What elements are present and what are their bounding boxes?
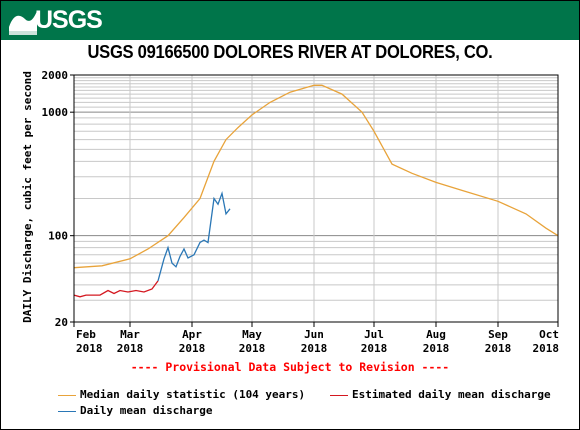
chart-series <box>73 84 559 298</box>
legend-swatch <box>330 394 348 396</box>
legend-label: Daily mean discharge <box>80 404 213 417</box>
x-tick-year: 2018 <box>423 342 450 355</box>
x-tick-year: 2018 <box>301 342 328 355</box>
legend-swatch <box>58 394 76 396</box>
y-tick-label: 1000 <box>42 106 69 119</box>
legend-entry: Estimated daily mean discharge <box>330 388 551 401</box>
x-tick-month: Feb <box>76 328 96 341</box>
chart-title: USGS 09166500 DOLORES RIVER AT DOLORES, … <box>87 42 493 62</box>
series-line-1 <box>73 280 159 298</box>
x-tick-month: Jul <box>364 328 384 341</box>
plot-area <box>73 74 559 323</box>
x-tick-month: Aug <box>426 328 446 341</box>
legend-entry: Daily mean discharge <box>58 404 212 417</box>
x-tick-year: 2018 <box>533 342 560 355</box>
x-tick-year: 2018 <box>179 342 206 355</box>
x-tick-year: 2018 <box>361 342 388 355</box>
usgs-logo-icon <box>9 11 37 35</box>
x-tick-month: Jun <box>304 328 324 341</box>
y-tick-label: 20 <box>55 316 68 329</box>
series-line-0 <box>73 84 559 269</box>
x-tick-month: Oct <box>539 328 559 341</box>
series-line-2 <box>157 191 231 282</box>
x-tick-month: Mar <box>120 328 140 341</box>
y-axis-label: DAILY Discharge, cubic feet per second <box>21 71 34 323</box>
usgs-header-bar: USGS <box>1 1 579 40</box>
x-tick-year: 2018 <box>239 342 266 355</box>
legend-swatch <box>58 410 76 412</box>
x-tick-month: Sep <box>488 328 508 341</box>
x-tick-month: Apr <box>182 328 202 341</box>
y-tick-label: 100 <box>48 230 68 243</box>
usgs-logo-text: USGS <box>35 6 103 34</box>
x-tick-year: 2018 <box>117 342 144 355</box>
provisional-note: ---- Provisional Data Subject to Revisio… <box>130 360 450 374</box>
axis-ticks: Feb2018Mar2018Apr2018May2018Jun2018Jul20… <box>42 69 560 355</box>
x-tick-year: 2018 <box>76 342 103 355</box>
y-tick-label: 2000 <box>42 69 69 82</box>
chart-grid <box>73 74 559 323</box>
legend-entry: Median daily statistic (104 years) <box>58 388 305 401</box>
x-tick-month: May <box>242 328 262 341</box>
legend-label: Estimated daily mean discharge <box>352 388 551 401</box>
x-tick-year: 2018 <box>485 342 512 355</box>
legend-label: Median daily statistic (104 years) <box>80 388 306 401</box>
